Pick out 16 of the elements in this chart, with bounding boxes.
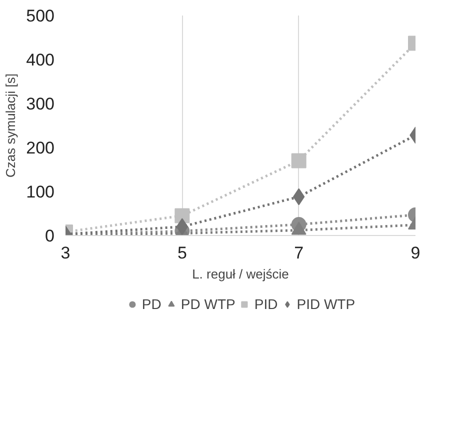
y-tick-label: 500 xyxy=(26,6,55,26)
legend-label: PID WTP xyxy=(296,296,356,312)
x-tick-label: 7 xyxy=(294,244,304,262)
y-tick-label: 0 xyxy=(45,226,55,246)
y-axis-title: Czas symulacji [s] xyxy=(3,73,18,178)
x-tick-label: 9 xyxy=(410,244,420,262)
y-tick-label: 400 xyxy=(26,50,55,70)
x-tick-label: 5 xyxy=(177,244,187,262)
y-tick-label: 300 xyxy=(26,94,55,114)
y-tick-label: 200 xyxy=(26,138,55,158)
legend-label: PD WTP xyxy=(180,296,236,312)
y-tick-label: 100 xyxy=(26,182,55,202)
legend-label: PID xyxy=(254,296,278,312)
x-tick-label: 3 xyxy=(60,244,70,262)
legend-label: PD xyxy=(142,296,162,312)
x-axis-title: L. reguł / wejście xyxy=(192,266,289,282)
